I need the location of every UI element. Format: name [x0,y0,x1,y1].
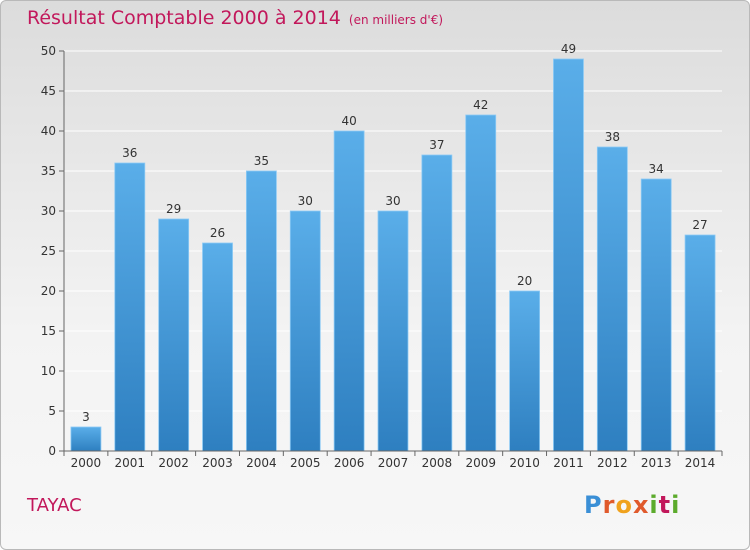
bars [70,58,716,452]
bar [245,170,277,452]
data-label: 38 [605,130,620,144]
x-tick-label: 2005 [290,456,321,470]
y-tick-label: 10 [41,364,56,378]
data-label: 26 [210,226,225,240]
chart-title: Résultat Comptable 2000 à 2014 (en millie… [27,7,443,29]
x-tick-label: 2014 [685,456,716,470]
commune-name: TAYAC [27,495,82,516]
x-tick-label: 2003 [202,456,233,470]
data-label: 27 [692,218,707,232]
data-label: 49 [561,42,576,56]
x-tick-label: 2010 [509,456,540,470]
axes [59,50,723,456]
x-tick-label: 2002 [158,456,189,470]
bar [70,426,102,452]
x-tick-label: 2013 [641,456,672,470]
labels: 0 5 10 15 20 25 30 35 40 45 50 3 2000 36 2001 29 2002 26 2… [41,42,716,470]
y-tick-label: 20 [41,284,56,298]
data-label: 30 [298,194,313,208]
data-label: 20 [517,274,532,288]
data-label: 34 [649,162,664,176]
bar [684,234,716,452]
x-tick-label: 2012 [597,456,628,470]
data-label: 30 [385,194,400,208]
y-tick-label: 15 [41,324,56,338]
x-tick-label: 2000 [71,456,102,470]
bar [333,130,365,452]
chart-subtitle: (en milliers d'€) [348,13,444,27]
x-tick-label: 2001 [115,456,146,470]
y-tick-label: 50 [41,44,56,58]
y-tick-label: 30 [41,204,56,218]
bar [289,210,321,452]
bar [158,218,190,452]
x-tick-label: 2006 [334,456,365,470]
bar [202,242,233,452]
y-tick-label: 5 [48,404,56,418]
data-label: 36 [122,146,137,160]
data-label: 42 [473,98,488,112]
bar [553,58,584,452]
bar [465,114,497,452]
x-tick-label: 2004 [246,456,277,470]
data-label: 29 [166,202,181,216]
bar [421,154,453,452]
data-label: 35 [254,154,269,168]
data-label: 40 [341,114,356,128]
x-tick-label: 2008 [422,456,453,470]
data-label: 37 [429,138,444,152]
y-tick-label: 0 [48,444,56,458]
y-tick-label: 45 [41,84,56,98]
x-tick-label: 2011 [553,456,584,470]
bar [114,162,146,452]
bar [377,210,409,452]
x-tick-label: 2009 [465,456,496,470]
chart-title-main: Résultat Comptable 2000 à 2014 [27,7,341,29]
y-tick-label: 35 [41,164,56,178]
y-tick-label: 40 [41,124,56,138]
bar [640,178,672,452]
bar [509,290,541,452]
x-tick-label: 2007 [378,456,409,470]
bar [596,146,628,452]
proxiti-logo: Proxiti [584,491,681,519]
y-tick-label: 25 [41,244,56,258]
data-label: 3 [82,410,90,424]
